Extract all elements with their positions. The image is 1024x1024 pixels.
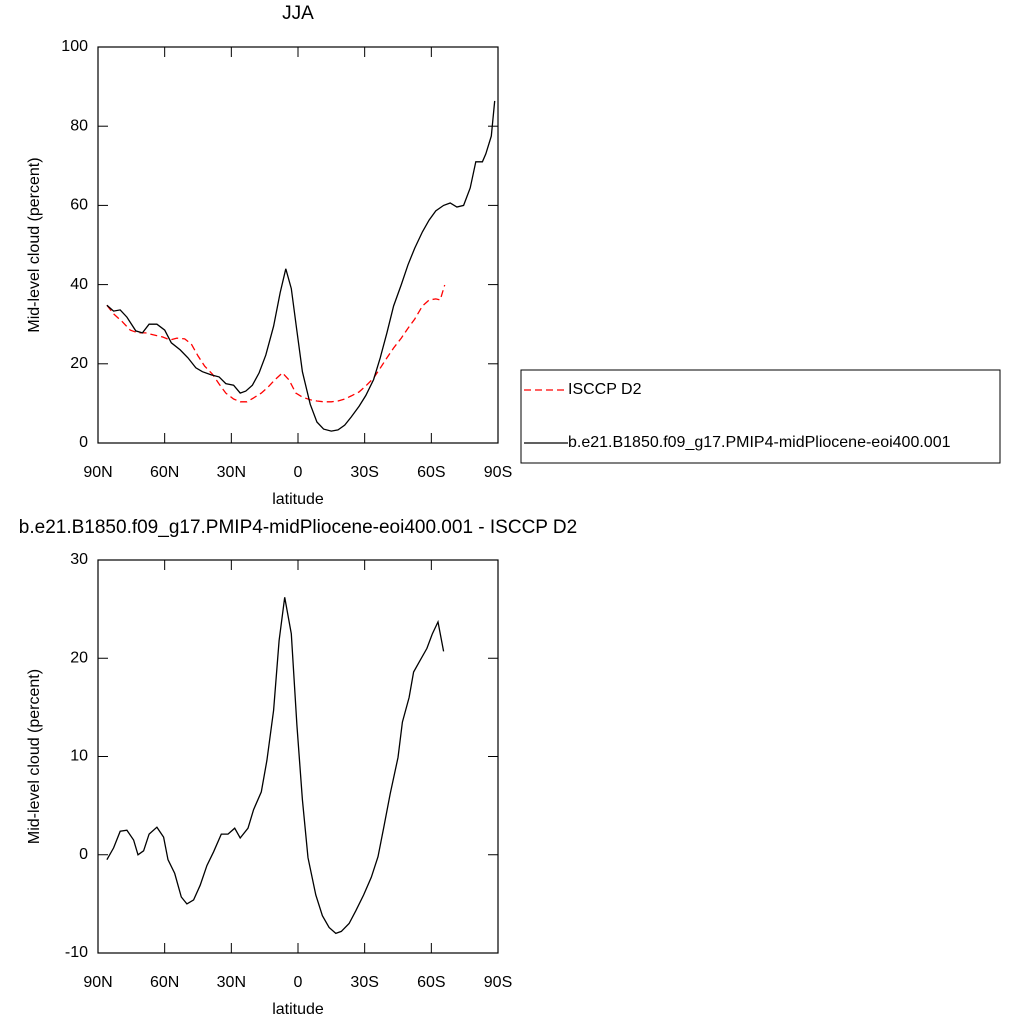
y-tick-label: 100 xyxy=(61,38,88,55)
legend-label: ISCCP D2 xyxy=(568,381,642,398)
y-tick-label: 10 xyxy=(70,748,88,765)
legend-label: b.e21.B1850.f09_g17.PMIP4-midPliocene-eo… xyxy=(568,434,951,451)
x-axis-label: latitude xyxy=(272,1001,324,1018)
x-tick-label: 90N xyxy=(83,974,112,991)
y-axis-label: Mid-level cloud (percent) xyxy=(26,157,43,332)
y-tick-label: 20 xyxy=(70,355,88,372)
chart: b.e21.B1850.f09_g17.PMIP4-midPliocene-eo… xyxy=(19,517,577,1018)
x-tick-label: 0 xyxy=(294,464,303,481)
data-line xyxy=(106,284,446,403)
x-tick-label: 60N xyxy=(150,974,179,991)
y-tick-label: -10 xyxy=(65,944,88,961)
y-tick-label: 80 xyxy=(70,117,88,134)
x-tick-label: 90N xyxy=(83,464,112,481)
legend-box xyxy=(520,369,1001,464)
x-tick-label: 30S xyxy=(350,974,378,991)
x-tick-label: 0 xyxy=(294,974,303,991)
y-tick-label: 20 xyxy=(70,649,88,666)
x-axis-label: latitude xyxy=(272,491,324,508)
y-tick-label: 0 xyxy=(79,434,88,451)
x-tick-label: 60S xyxy=(417,974,445,991)
chart-title: b.e21.B1850.f09_g17.PMIP4-midPliocene-eo… xyxy=(19,517,577,538)
x-tick-label: 90S xyxy=(484,464,512,481)
y-tick-label: 0 xyxy=(79,846,88,863)
y-axis-label: Mid-level cloud (percent) xyxy=(26,669,43,844)
chart: JJA 0 20 40 60 80 100 90N 60N 30N 0 30S 60S 90S latitu… xyxy=(26,3,1001,508)
plot-frame xyxy=(97,559,499,954)
x-tick-label: 90S xyxy=(484,974,512,991)
x-tick-label: 30N xyxy=(217,974,246,991)
x-tick-label: 60N xyxy=(150,464,179,481)
data-line xyxy=(106,597,445,935)
data-line xyxy=(106,100,496,432)
x-tick-label: 30S xyxy=(350,464,378,481)
plot-frame xyxy=(97,46,499,444)
chart-title: JJA xyxy=(282,3,314,24)
x-tick-label: 30N xyxy=(217,464,246,481)
y-tick-label: 30 xyxy=(70,551,88,568)
y-tick-label: 40 xyxy=(70,276,88,293)
y-tick-label: 60 xyxy=(70,197,88,214)
x-tick-label: 60S xyxy=(417,464,445,481)
